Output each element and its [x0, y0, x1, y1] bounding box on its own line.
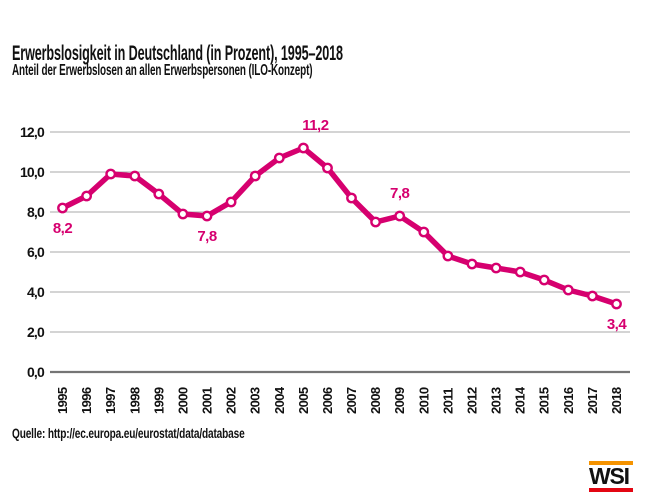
x-tick-label-2017: 2017: [585, 387, 600, 414]
value-label-2018: 3,4: [607, 316, 628, 333]
x-tick-label-1997: 1997: [103, 387, 118, 414]
data-point-1998: [129, 170, 141, 182]
x-tick-label-2001: 2001: [200, 387, 215, 414]
wsi-logo: WSI: [589, 461, 633, 492]
data-point-2018: [611, 298, 622, 310]
x-tick-label-1996: 1996: [79, 387, 94, 414]
data-point-2000: [177, 208, 189, 220]
x-tick-label-2000: 2000: [175, 387, 190, 414]
x-tick-label-2005: 2005: [296, 387, 311, 414]
data-point-1997: [105, 168, 117, 180]
data-line: [59, 145, 620, 307]
data-point-2014: [514, 266, 526, 278]
x-tick-label-2010: 2010: [416, 387, 431, 414]
x-tick-label-2015: 2015: [537, 387, 552, 414]
data-point-1999: [153, 188, 165, 200]
y-tick-label: 6,0: [27, 244, 45, 260]
x-tick-label-2016: 2016: [561, 387, 576, 414]
data-point-2009: [394, 210, 406, 222]
x-tick-label-2002: 2002: [224, 387, 239, 414]
data-point-2005: [297, 142, 309, 154]
y-tick-label: 12,0: [20, 124, 45, 140]
x-tick-label-2011: 2011: [440, 388, 455, 414]
x-tick-label-1998: 1998: [127, 387, 142, 414]
y-tick-label: 0,0: [27, 364, 45, 380]
x-tick-label-1999: 1999: [151, 387, 166, 414]
y-tick-label: 2,0: [27, 324, 45, 340]
data-point-2010: [418, 226, 430, 238]
value-label-2009: 7,8: [390, 185, 410, 202]
y-tick-label: 8,0: [27, 204, 45, 220]
y-tick-label: 10,0: [20, 164, 45, 180]
x-tick-label-1995: 1995: [55, 387, 70, 414]
value-label-1995: 8,2: [53, 220, 73, 237]
x-tick-label-2003: 2003: [248, 387, 263, 414]
data-point-1996: [81, 190, 93, 202]
data-point-2016: [562, 284, 574, 296]
data-point-1995: [57, 202, 68, 214]
data-point-2011: [442, 250, 454, 262]
data-point-2008: [370, 216, 381, 228]
x-tick-label-2012: 2012: [465, 387, 480, 414]
x-tick-label-2018: 2018: [609, 387, 624, 414]
data-point-2013: [490, 262, 502, 274]
data-point-2004: [273, 152, 285, 164]
value-label-2001: 7,8: [197, 228, 217, 245]
data-point-2017: [587, 290, 598, 302]
x-tick-label-2014: 2014: [513, 386, 528, 414]
data-point-2001: [201, 210, 213, 222]
logo-text: WSI: [589, 463, 630, 489]
x-tick-label-2008: 2008: [368, 387, 383, 414]
x-tick-label-2004: 2004: [272, 386, 287, 414]
data-point-2007: [346, 192, 357, 204]
chart-subtitle: Anteil der Erwerbslosen an allen Erwerbs…: [12, 62, 313, 79]
source-note: Quelle: http://ec.europa.eu/eurostat/dat…: [12, 425, 245, 441]
data-point-2002: [225, 196, 237, 208]
chart-title: Erwerbslosigkeit in Deutschland (in Proz…: [12, 42, 343, 65]
data-point-2012: [466, 258, 478, 270]
y-tick-label: 4,0: [27, 284, 45, 300]
data-point-2015: [538, 274, 550, 286]
logo-top-bar: [589, 461, 633, 465]
x-tick-label-2007: 2007: [344, 387, 359, 414]
logo-bottom-bar: [589, 488, 633, 492]
x-tick-label-2009: 2009: [392, 387, 407, 414]
x-tick-label-2013: 2013: [489, 387, 504, 414]
x-tick-label-2006: 2006: [320, 387, 335, 414]
data-point-2006: [322, 162, 333, 174]
data-point-2003: [249, 170, 261, 182]
value-label-2005: 11,2: [302, 117, 329, 134]
